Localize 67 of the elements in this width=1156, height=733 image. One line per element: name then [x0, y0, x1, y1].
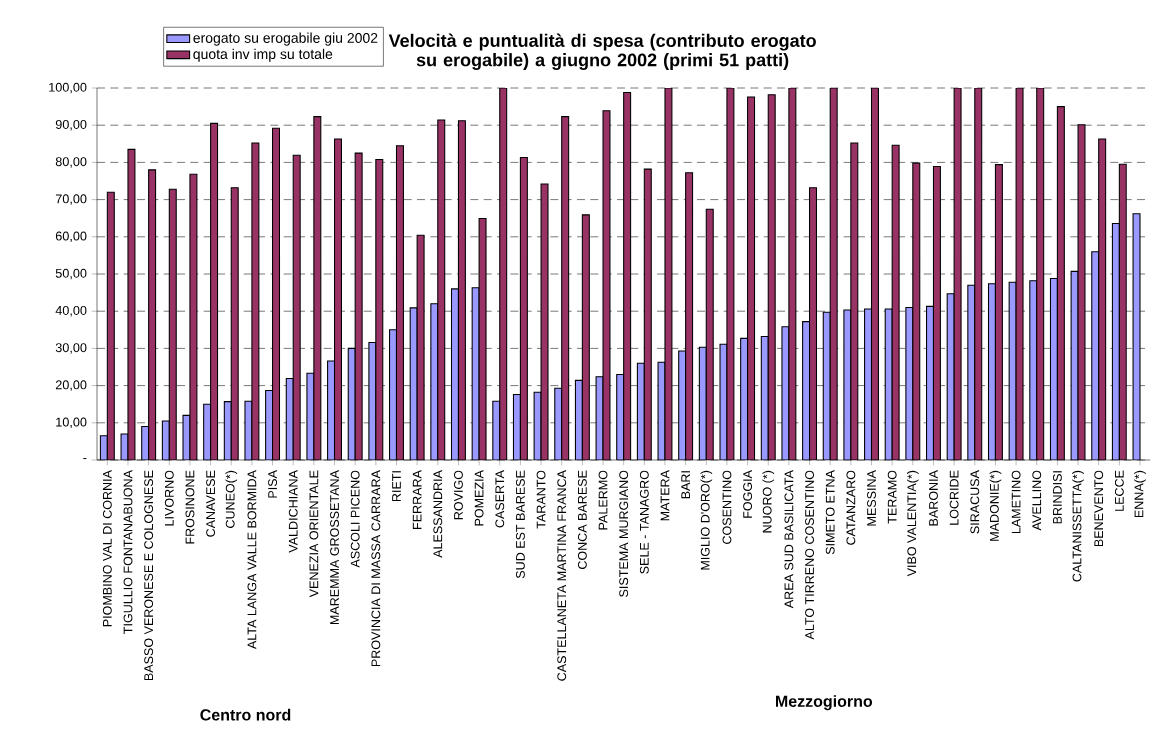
- x-tick-label: LECCE: [1114, 470, 1124, 511]
- y-tick-label: 100,00: [49, 82, 87, 94]
- x-tick-label: VALDICHIANA: [288, 469, 298, 553]
- x-tick-label: VENEZIA ORIENTALE: [309, 470, 319, 598]
- x-tick-label: LIVORNO: [164, 470, 174, 526]
- x-tick-label: ASCOLI PICENO: [350, 470, 360, 568]
- x-tick-label: BASSO VERONESE E COLOGNESE: [144, 470, 154, 680]
- x-tick-label: MIGLIO D'ORO(*): [700, 470, 713, 570]
- chart-title: Velocità e puntualità di spesa (contributo erogato su erogabile) a giugno 2002 (primi 51 patti): [388, 33, 816, 70]
- x-tick-label: FERRARA: [412, 469, 422, 529]
- y-tick-label: 30,00: [55, 343, 87, 354]
- y-tick-label: -: [83, 457, 87, 459]
- x-tick-label: TIGULLIO FONTANABUONA: [123, 469, 133, 634]
- y-tick-label: 60,00: [55, 231, 87, 242]
- x-tick-label: CATANZARO: [846, 470, 856, 545]
- x-tick-label: COSENTINO: [722, 470, 732, 544]
- x-tick-label: TERAMO: [887, 470, 897, 524]
- x-tick-label: MAREMMA GROSSETANA: [330, 469, 339, 624]
- x-tick-label: ALTA LANGA VALLE BORMIDA: [247, 469, 257, 649]
- x-tick-label: CONCA BARESE: [577, 470, 587, 569]
- y-tick-label: 90,00: [55, 119, 87, 131]
- y-tick-label: 70,00: [55, 194, 87, 205]
- legend-label: quota inv imp su totale: [193, 48, 333, 62]
- x-tick-label: SUD EST BARESE: [515, 470, 525, 578]
- x-tick-label: ENNA(*): [1134, 470, 1146, 517]
- x-tick-label: MATERA: [660, 469, 670, 521]
- y-tick-label: 40,00: [55, 305, 87, 317]
- text: Mezzogiorno: [775, 695, 873, 710]
- x-tick-label: CANAVESE: [206, 470, 216, 537]
- x-tick-label: POMEZIA: [474, 469, 484, 526]
- text: Centro nord: [200, 708, 291, 721]
- x-tick-label: VIBO VALENTIA(*): [906, 470, 919, 577]
- y-tick-label: 20,00: [55, 380, 87, 391]
- x-tick-label: PALERMO: [598, 470, 608, 530]
- x-tick-label: TARANTO: [536, 470, 546, 529]
- x-tick-label: BRINDISI: [1052, 471, 1062, 524]
- legend-label: erogato su erogabile giu 2002: [193, 32, 378, 46]
- x-tick-label: BARI: [681, 471, 690, 499]
- x-tick-label: RIETI: [392, 471, 401, 501]
- x-tick-label: CASTELLANETA MARTINA FRANCA: [557, 469, 567, 681]
- x-tick-label: AVELLINO: [1032, 470, 1042, 531]
- x-tick-label: PROVINCIA DI MASSA CARRARA: [371, 469, 381, 666]
- x-tick-label: BENEVENTO: [1094, 470, 1104, 546]
- x-tick-label: AREA SUD BASILICATA: [784, 469, 794, 609]
- x-tick-label: CALTANISSETTA(*): [1072, 470, 1084, 582]
- x-tick-label: PIOMBINO VAL DI CORNIA: [102, 469, 112, 627]
- x-tick-label: MESSINA: [867, 469, 876, 526]
- x-tick-label: SIMETO ETNA: [825, 469, 835, 555]
- x-tick-label: ALESSANDRIA: [433, 469, 443, 558]
- x-tick-label: FOGGIA: [743, 469, 753, 518]
- x-tick-label: CASERTA: [495, 469, 505, 528]
- x-tick-label: BARONIA: [929, 469, 938, 526]
- x-tick-label: CUNEO(*): [225, 470, 238, 528]
- x-tick-label: NUORO (*): [762, 470, 775, 533]
- y-tick-label: 80,00: [55, 157, 87, 168]
- x-tick-label: ALTO TIRRENO COSENTINO: [805, 470, 814, 640]
- x-tick-label: SELE - TANAGRO: [639, 470, 649, 574]
- x-tick-label: LOCRIDE: [949, 470, 959, 525]
- x-tick-label: SISTEMA MURGIANO: [619, 470, 629, 597]
- x-tick-label: PISA: [268, 469, 277, 498]
- x-tick-label: FROSINONE: [185, 470, 195, 544]
- x-tick-label: LAMETINO: [1011, 470, 1021, 533]
- y-tick-label: 10,00: [56, 417, 87, 428]
- x-tick-label: MADONIE(*): [989, 470, 1002, 541]
- x-tick-label: SIRACUSA: [970, 469, 980, 534]
- y-tick-label: 50,00: [55, 268, 87, 280]
- x-tick-label: ROVIGO: [454, 470, 463, 519]
